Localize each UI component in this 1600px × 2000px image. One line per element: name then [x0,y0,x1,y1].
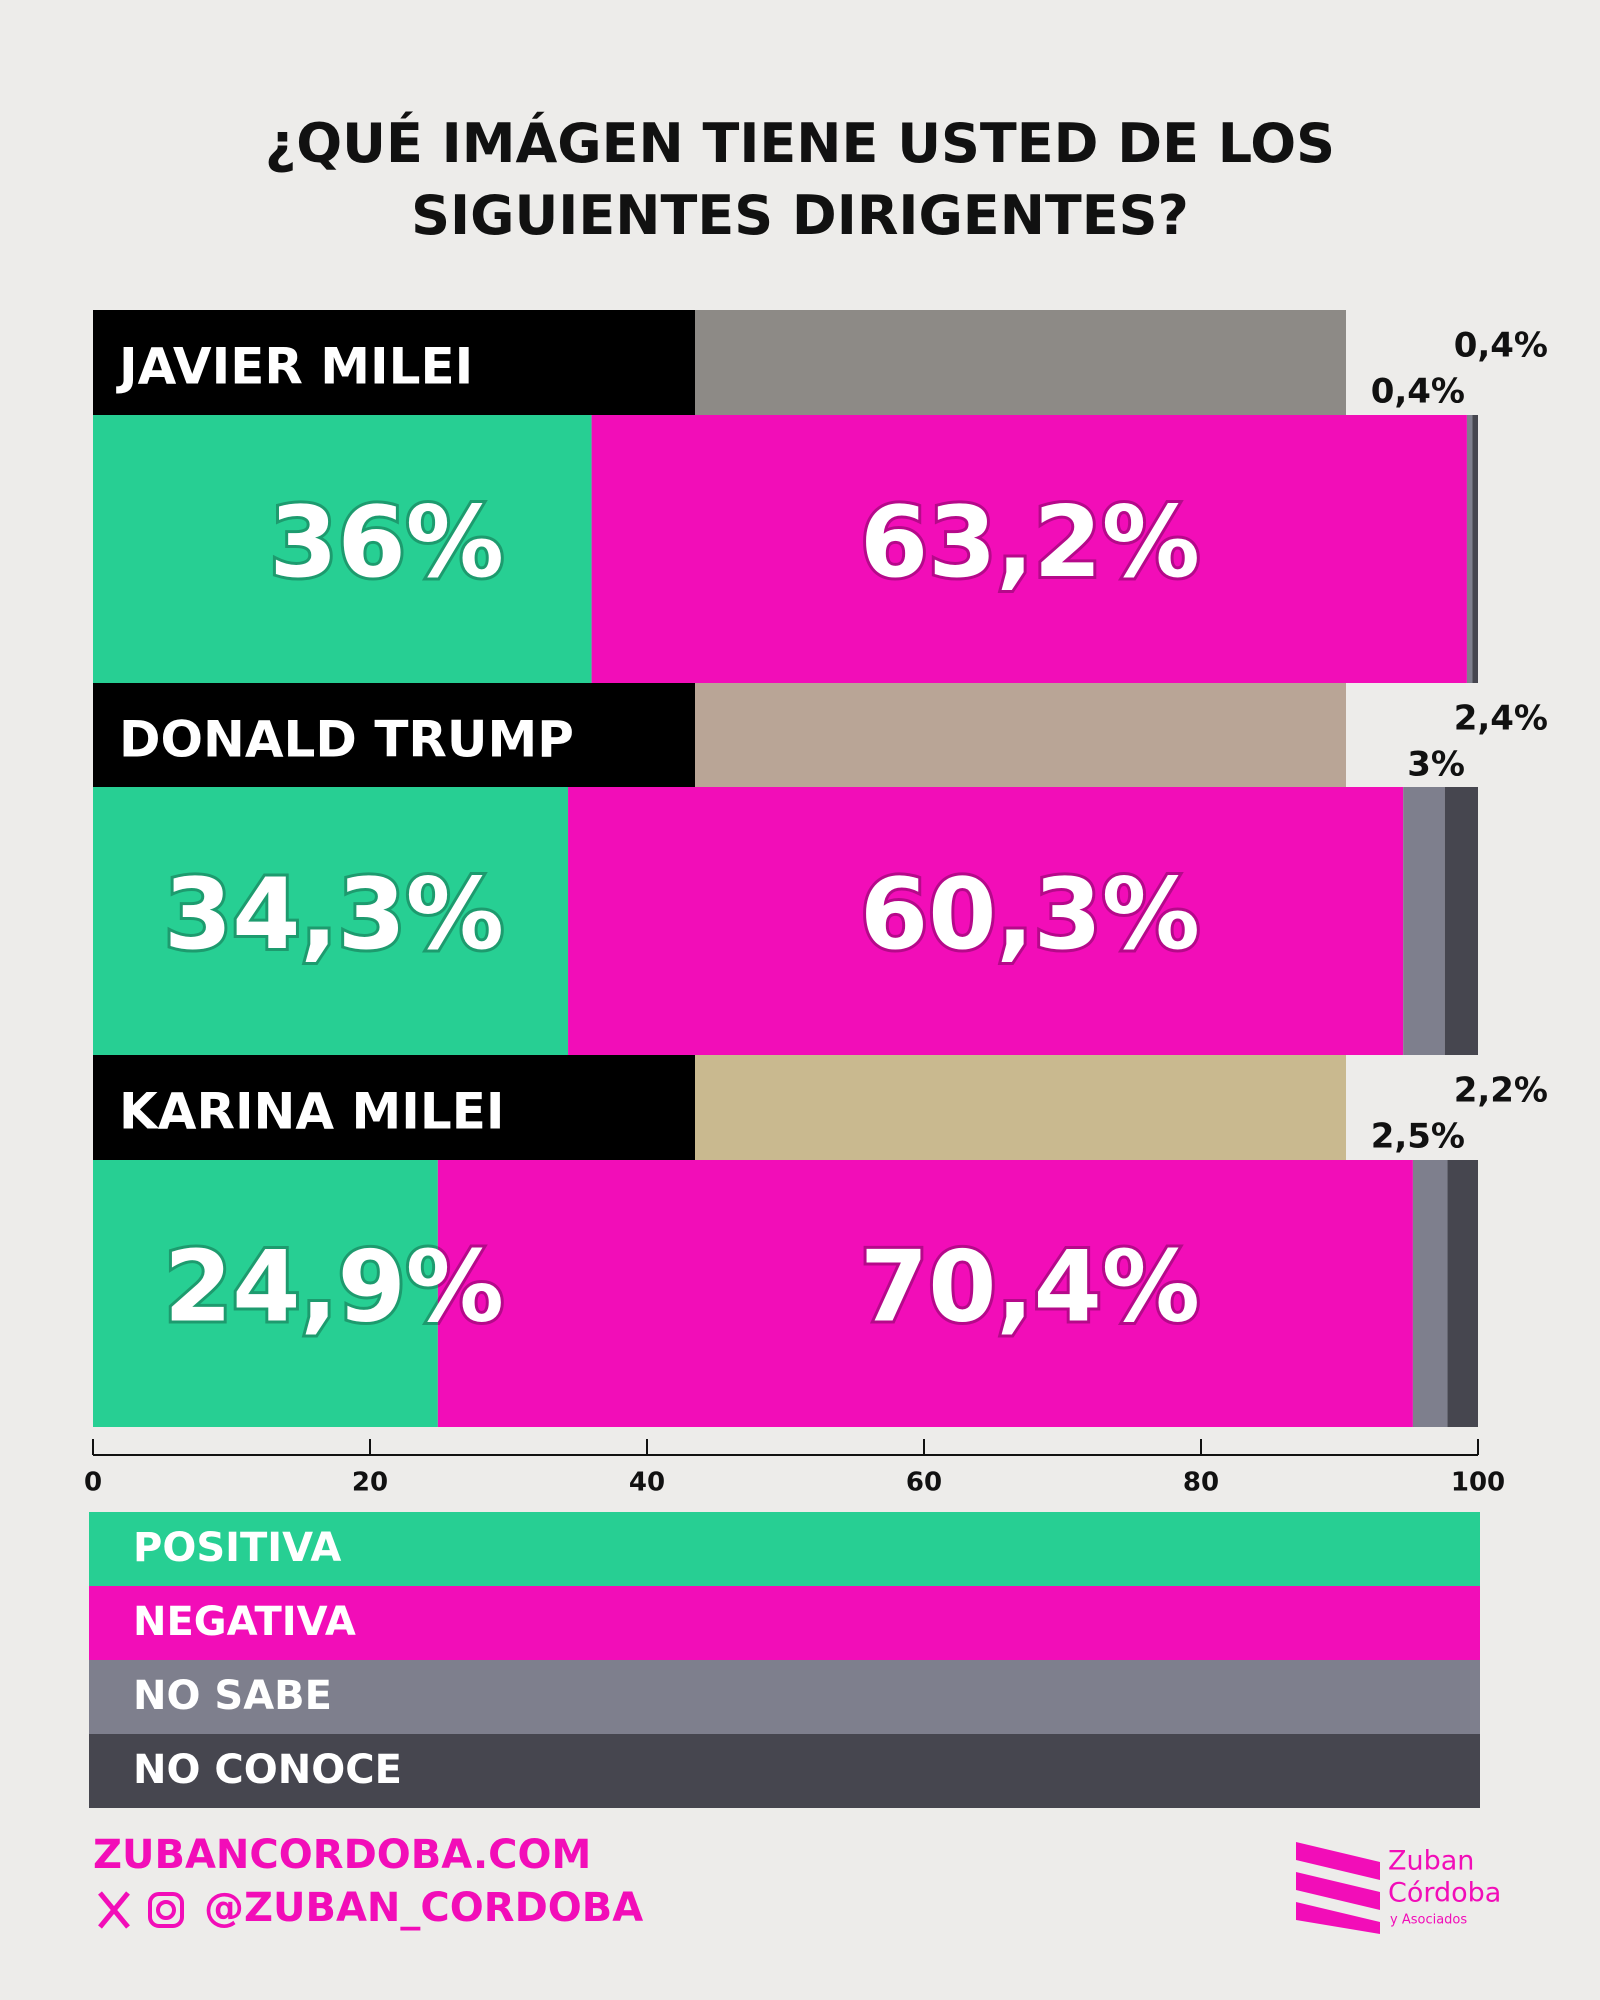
photo [695,1055,1346,1160]
legend-swatch [89,1734,1480,1808]
handle: @ZUBAN_CORDOBA [204,1885,643,1931]
name-box [93,683,695,787]
legend-label: POSITIVA [133,1525,341,1571]
bar-segment [1444,787,1478,1055]
legend-label: NO CONOCE [133,1747,402,1793]
logo-text: y Asociados [1390,1913,1467,1928]
photo [695,310,1346,415]
x-tick-label: 20 [352,1468,388,1498]
legend-swatch [89,1512,1480,1586]
value-label: 2,5% [1371,1117,1465,1157]
value-label: 60,3% [860,858,1200,972]
bar-segment [1447,1160,1478,1427]
website: ZUBANCORDOBA.COM [93,1832,591,1878]
category-label: JAVIER MILEI [116,338,473,396]
legend-label: NO SABE [133,1673,332,1719]
value-label: 63,2% [860,486,1200,600]
bar-segment [93,787,569,1055]
bar-segment [437,1160,1413,1427]
bar-segment [568,787,1404,1055]
x-tick-label: 0 [84,1468,102,1498]
instagram-icon [148,1892,184,1928]
logo-mark [1296,1842,1380,1934]
bar-segment [1472,415,1478,683]
value-label: 2,4% [1454,699,1548,739]
bar-segment [1412,1160,1448,1427]
value-label: 3% [1407,745,1465,785]
name-box [93,310,695,415]
value-label: 70,4% [860,1230,1200,1344]
legend-swatch [89,1660,1480,1734]
x-tick-label: 60 [906,1468,942,1498]
bar-segment [591,415,1467,683]
x-tick-label: 80 [1183,1468,1219,1498]
value-label: 36% [269,486,504,600]
legend-label: NEGATIVA [133,1599,356,1645]
x-tick-label: 40 [629,1468,665,1498]
logo-text: Zuban [1388,1846,1474,1877]
photo [695,683,1346,787]
value-label: 34,3% [164,858,504,972]
legend-swatch [89,1586,1480,1660]
x-icon [98,1891,130,1929]
value-label: 24,9% [164,1230,504,1344]
photos [695,310,1346,1160]
category-label: DONALD TRUMP [119,711,574,769]
bar-segment [1403,787,1445,1055]
name-box [93,1055,695,1160]
category-label: KARINA MILEI [119,1083,504,1141]
value-label: 2,2% [1454,1071,1548,1111]
x-tick-label: 100 [1451,1468,1505,1498]
value-label: 0,4% [1371,372,1465,412]
bar-segment [93,1160,438,1427]
value-label: 0,4% [1454,326,1548,366]
bar-segment [93,415,592,683]
chart-title: ¿QUÉ IMÁGEN TIENE USTED DE LOS SIGUIENTE… [264,112,1336,247]
logo-text: Córdoba [1388,1878,1501,1909]
bar-segment [1466,415,1473,683]
